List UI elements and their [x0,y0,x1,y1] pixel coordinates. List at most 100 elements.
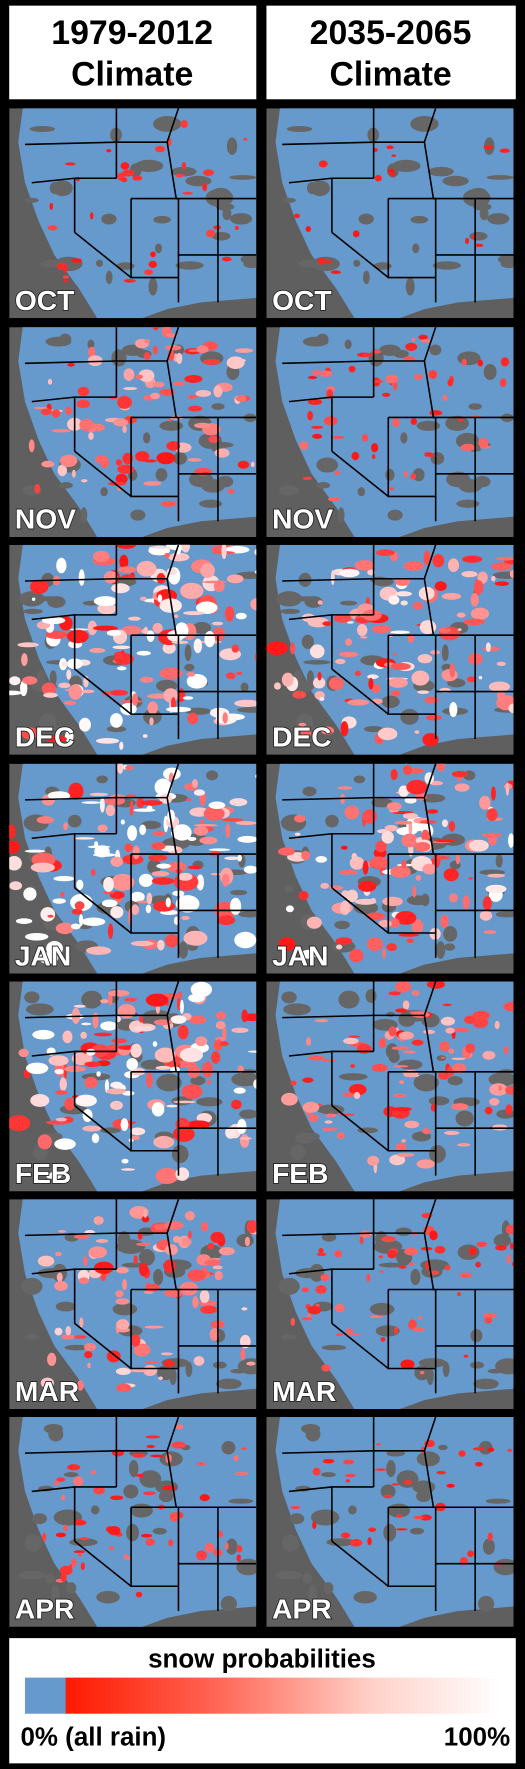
terrain-patch [383,1523,397,1542]
terrain-patch [143,708,162,725]
terrain-patch [280,608,301,615]
snow-patch [383,1494,392,1498]
snow-patch [93,1486,106,1495]
snow-patch [410,418,418,425]
terrain-patch [416,420,441,431]
snow-patch [278,847,295,856]
snow-patch [84,1351,93,1359]
snow-patch [451,770,468,778]
terrain-patch [101,213,117,225]
terrain-patch [428,166,454,177]
snow-patch [442,1003,452,1007]
snow-patch [132,175,143,181]
terrain-patch [400,708,419,725]
snow-patch [460,443,476,452]
terrain-patch [289,1513,305,1525]
snow-patch [187,394,198,399]
terrain-patch [473,1378,499,1390]
snow-patch [411,990,420,996]
snow-patch [162,642,176,654]
snow-patch [143,1209,148,1218]
snow-patch [505,1104,513,1115]
state-line [282,796,374,801]
snow-patch [320,882,329,889]
snow-patch [70,923,81,930]
snow-patch [389,917,400,929]
snow-patch [234,699,257,707]
snow-patch [20,680,28,697]
terrain-patch [24,1534,42,1552]
snow-patch [391,690,401,697]
snow-patch [125,794,137,798]
snow-patch [369,856,389,869]
snow-patch [221,256,232,262]
snow-patch [420,1371,425,1375]
snow-patch [404,470,408,478]
state-line [31,396,75,403]
snow-patch [62,1030,73,1044]
snow-patch [187,712,199,725]
terrain-patch [474,476,491,488]
snow-patch [330,570,335,586]
terrain-patch [279,485,299,496]
terrain-patch [338,1073,368,1081]
snow-patch [342,1092,355,1097]
snow-patch [306,916,322,929]
terrain-patch [316,457,339,473]
snow-patch [148,260,158,268]
snow-patch [253,1079,257,1089]
map-panel: MAR [9,1199,257,1410]
snow-patch [391,174,396,177]
snow-patch [312,677,326,689]
snow-patch [204,630,216,648]
snow-patch [113,418,129,427]
snow-patch [202,183,208,192]
state-line [282,1232,374,1237]
snow-patch [468,877,473,880]
snow-patch [491,575,496,582]
snow-patch [173,1235,181,1243]
snow-patch [254,652,257,662]
snow-patch [133,1343,151,1357]
snow-patch [499,148,510,153]
terrain-patch [283,1003,311,1016]
snow-patch [61,661,69,667]
state-line [177,1071,257,1129]
snow-patch [302,476,312,480]
terrain-patch [470,1328,483,1343]
snow-patch [213,385,223,398]
month-label: DEC [272,720,332,752]
snow-patch [81,801,101,804]
snow-patch [440,1016,455,1026]
snow-patch [173,381,186,386]
terrain-patch [184,644,192,662]
terrain-patch [304,596,323,608]
snow-patch [351,451,360,461]
snow-patch [393,1107,412,1112]
snow-patch [79,1537,89,1541]
snow-patch [359,636,368,639]
snow-patch [494,1020,500,1030]
terrain-patch [473,203,492,211]
legend-title: snow probabilities [148,1646,376,1674]
snow-patch [429,1230,438,1241]
snow-patch [40,907,56,922]
snow-patch [389,1154,406,1166]
snow-patch [109,689,128,696]
snow-patch [486,808,498,822]
snow-patch [371,683,381,694]
snow-patch [84,1061,102,1068]
snow-patch [441,819,449,828]
snow-patch [97,824,108,833]
snow-patch [468,839,489,852]
snow-patch [187,1120,211,1130]
snow-patch [321,1127,338,1131]
terrain-patch [225,1538,238,1555]
snow-patch [47,225,58,231]
snow-patch [179,999,184,1014]
terrain-patch [395,1227,412,1237]
snow-patch [426,809,439,814]
snow-patch [473,580,484,595]
snow-patch [395,591,412,597]
terrain-patch [231,1072,257,1087]
